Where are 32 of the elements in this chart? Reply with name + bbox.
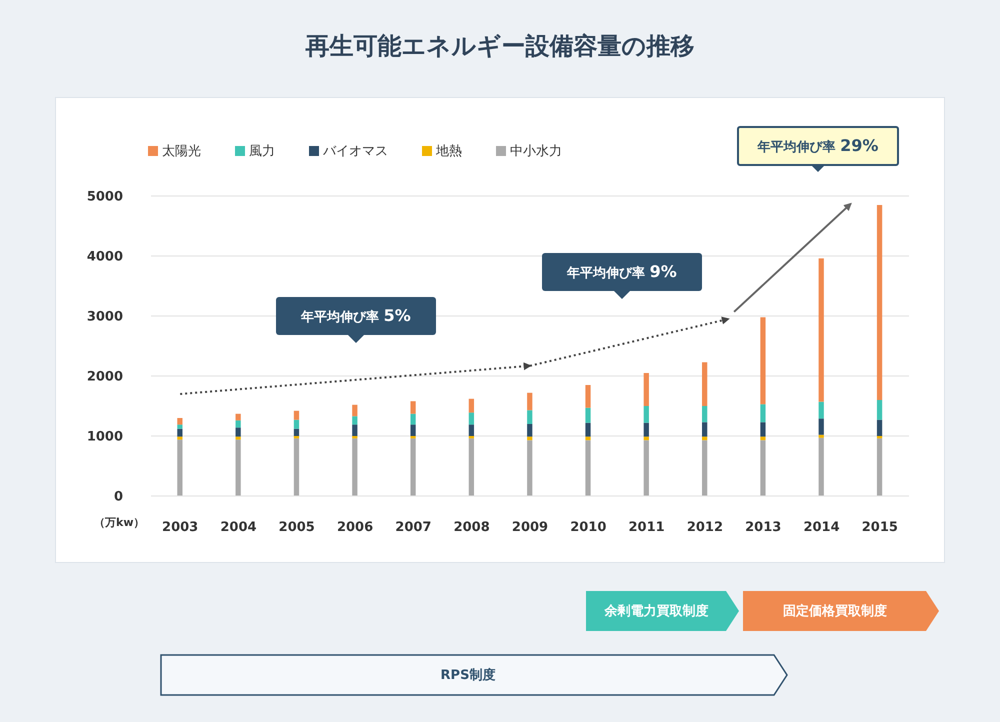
x-tick-label: 2003: [162, 520, 198, 536]
legend-label: 中小水力: [510, 143, 562, 160]
annotation: 年平均伸び率 9%: [567, 262, 677, 282]
y-axis-title: （万kw）: [94, 515, 144, 530]
y-tick-label: 5000: [86, 190, 123, 205]
y-tick-label: 1000: [86, 430, 123, 445]
x-tick-label: 2012: [686, 520, 724, 536]
x-tick-label: 2006: [336, 520, 374, 536]
y-tick-label: 2000: [86, 370, 123, 385]
x-tick-label: 2009: [512, 520, 548, 536]
chart-title: 再生可能エネルギー設備容量の推移: [304, 31, 696, 62]
x-tick-label: 2015: [862, 520, 898, 536]
y-tick-label: 3000: [86, 310, 123, 325]
x-tick-label: 2010: [570, 520, 606, 536]
legend-label: 風力: [249, 143, 275, 160]
text: 固定価格買取制度: [782, 602, 888, 621]
x-tick-label: 2005: [278, 520, 315, 536]
y-tick-label: 0: [114, 490, 123, 505]
x-tick-label: 2014: [803, 520, 840, 536]
x-tick-label: 2004: [220, 520, 257, 536]
text: 年平均伸び率 29%: [758, 136, 878, 156]
x-tick-label: 2008: [454, 520, 490, 536]
text: 余剰電力買取制度: [603, 602, 710, 621]
y-tick-label: 4000: [86, 250, 123, 265]
annotation: 年平均伸び率 5%: [301, 306, 411, 326]
legend-label: 太陽光: [162, 143, 201, 160]
x-tick-label: 2011: [628, 520, 665, 536]
x-tick-label: 2013: [745, 520, 782, 536]
legend-label: 地熱: [436, 143, 462, 160]
legend-label: バイオマス: [323, 143, 388, 160]
x-tick-label: 2007: [395, 520, 432, 536]
text: RPS制度: [440, 666, 496, 685]
